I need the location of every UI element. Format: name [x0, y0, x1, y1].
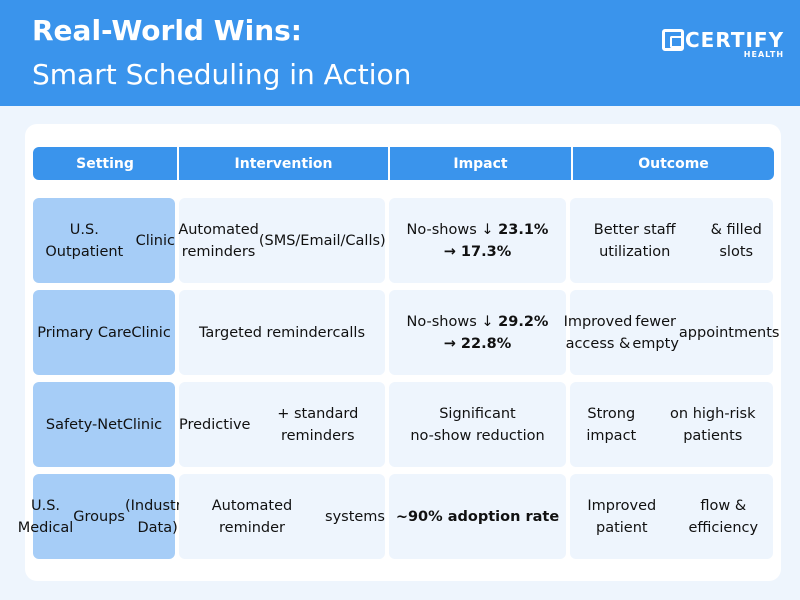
impact-cell: Significant no-show reduction	[389, 382, 566, 467]
cell-line: no-show reduction	[410, 427, 545, 444]
impact-after: → 17.3%	[443, 243, 512, 260]
outcome-cell: Improved access & fewer empty appointments	[564, 290, 779, 375]
impact-label: No-shows ↓	[406, 221, 499, 238]
logo-c-icon	[662, 29, 684, 51]
logo-subtext: HEALTH	[743, 50, 785, 59]
cell-line: Better staff utilization	[593, 221, 676, 260]
setting-cell: Primary Care Clinic	[33, 290, 175, 375]
cell-line: Clinic	[131, 324, 171, 341]
logo-text: CERTIFY	[685, 28, 785, 52]
intervention-cell: Automated reminders (SMS/Email/Calls)	[178, 198, 386, 283]
table-row: U.S. Outpatient Clinic Automated reminder…	[33, 198, 774, 283]
cell-line: Improved access &	[563, 313, 633, 352]
cell-line: Improved patient	[587, 497, 657, 536]
outcome-cell: Improved patient flow & efficiency	[570, 474, 773, 559]
intervention-cell: Automated reminder systems	[179, 474, 385, 559]
setting-cell: U.S. Medical Groups (Industry Data)	[18, 474, 190, 559]
table-header: Setting Intervention Impact Outcome	[33, 147, 774, 180]
cell-line: Automated reminder	[211, 497, 293, 536]
impact-label: No-shows ↓	[406, 313, 499, 330]
cell-line: calls	[332, 324, 366, 341]
cell-line: Automated reminders	[178, 221, 259, 260]
impact-cell: ~90% adoption rate	[389, 474, 566, 559]
setting-cell: U.S. Outpatient Clinic	[33, 198, 175, 283]
intervention-cell: Predictive + standard reminders	[179, 382, 385, 467]
impact-cell: No-shows ↓ 23.1% → 17.3%	[389, 198, 566, 283]
intervention-cell: Targeted reminder calls	[179, 290, 385, 375]
cell-line: flow & efficiency	[688, 497, 759, 536]
cell-line: Groups	[73, 508, 125, 525]
column-header-setting: Setting	[33, 147, 179, 180]
title-line-1: Real-World Wins:	[32, 14, 303, 47]
setting-cell: Safety-Net Clinic	[33, 382, 175, 467]
cell-line: on high-risk patients	[670, 405, 756, 444]
impact-cell: No-shows ↓ 29.2% → 22.8%	[389, 290, 566, 375]
table-row: Safety-Net Clinic Predictive + standard re…	[33, 382, 774, 467]
impact-value: ~90% adoption rate	[395, 508, 560, 525]
cell-line: systems	[325, 508, 385, 525]
cell-line: Predictive	[179, 416, 251, 433]
title-line-2: Smart Scheduling in Action	[32, 58, 412, 91]
cell-line: fewer empty	[632, 313, 679, 352]
table-row: Primary Care Clinic Targeted reminder call…	[33, 290, 779, 375]
cell-line: U.S. Outpatient	[45, 221, 124, 260]
impact-after: → 22.8%	[443, 335, 512, 352]
cell-line: & filled slots	[710, 221, 762, 260]
column-header-impact: Impact	[390, 147, 573, 180]
cell-line: Clinic	[122, 416, 163, 433]
certify-health-logo: CERTIFY HEALTH	[662, 28, 784, 59]
outcome-cell: Better staff utilization & filled slots	[570, 198, 773, 283]
cell-line: Significant	[439, 405, 516, 422]
impact-before: 29.2%	[498, 313, 549, 330]
cell-line: + standard reminders	[277, 405, 359, 444]
cell-line: Targeted reminder	[198, 324, 333, 341]
header-banner: Real-World Wins: Smart Scheduling in Act…	[0, 0, 800, 106]
cell-line: Primary Care	[37, 324, 132, 341]
table-row: U.S. Medical Groups (Industry Data) Automa…	[18, 474, 774, 559]
cell-line: Safety-Net	[45, 416, 123, 433]
cell-line: Strong impact	[586, 405, 637, 444]
outcome-cell: Strong impact on high-risk patients	[570, 382, 773, 467]
cell-line: Clinic	[135, 232, 175, 249]
impact-before: 23.1%	[498, 221, 549, 238]
column-header-intervention: Intervention	[179, 147, 390, 180]
column-header-outcome: Outcome	[638, 155, 709, 172]
cell-line: appointments	[678, 324, 780, 341]
cell-line: U.S. Medical	[17, 497, 74, 536]
cell-line: (SMS/Email/Calls)	[258, 232, 386, 249]
cell-line: (Industry Data)	[124, 497, 191, 536]
